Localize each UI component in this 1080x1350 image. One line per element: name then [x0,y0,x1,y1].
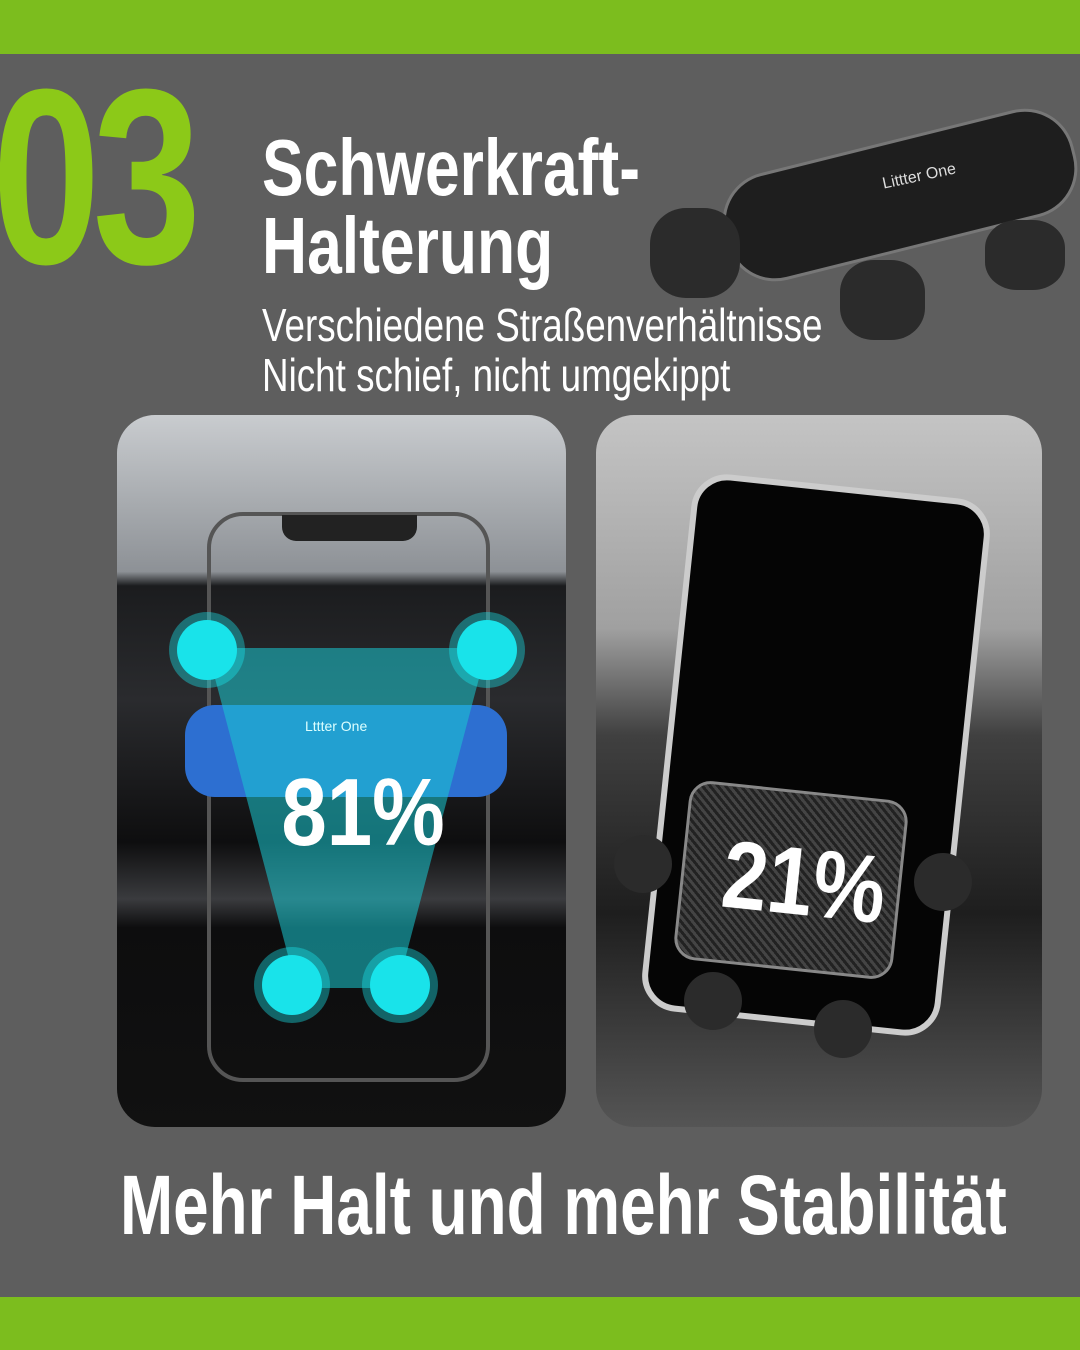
title-line-1: Schwerkraft- [262,123,640,212]
title-line-2: Halterung [262,201,554,290]
phone-outline [207,512,490,1082]
holder-arm [684,972,742,1030]
top-accent-bar [0,0,1080,54]
panel-weak-hold: Lttter One 81% [117,415,566,1127]
tagline: Mehr Halt und mehr Stabilität [120,1158,1007,1252]
contact-point [177,620,237,680]
subtitle-line-2: Nicht schief, nicht umgekippt [262,349,731,401]
subtitle-line-1: Verschiedene Straßenverhältnisse [262,299,823,351]
percent-81: 81% [281,759,445,866]
bottom-accent-bar [0,1297,1080,1350]
contact-point [262,955,322,1015]
contact-point [370,955,430,1015]
panel-strong-hold: 21% [596,415,1042,1127]
holder-arm [614,835,672,893]
holder-arm [814,1000,872,1058]
holder-arm [914,853,972,911]
product-image-holder: Littter One [650,90,1080,340]
brand-label: Lttter One [305,718,368,734]
contact-point [457,620,517,680]
percent-21: 21% [717,820,891,945]
section-number: 03 [0,37,201,316]
